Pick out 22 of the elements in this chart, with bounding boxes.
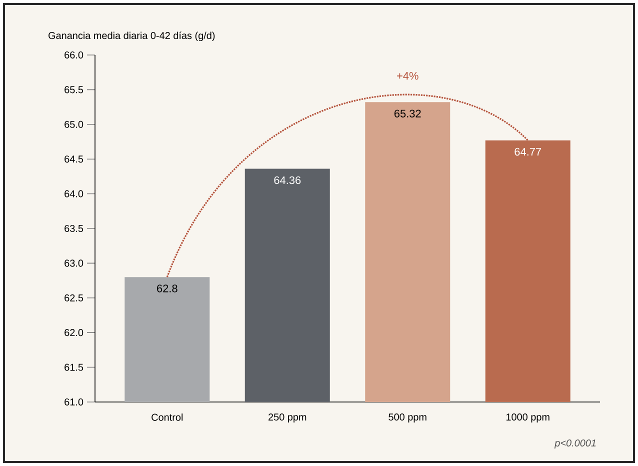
- y-tick-label: 61.5: [64, 364, 84, 371]
- y-tick-label: 63.0: [64, 260, 84, 267]
- y-tick-label: 66.0: [64, 51, 84, 59]
- data-label: 62.8: [157, 284, 178, 292]
- y-tick-label: 65.0: [64, 120, 84, 128]
- data-label: 64.36: [274, 176, 301, 184]
- y-tick-label: 63.5: [64, 224, 84, 232]
- x-tick-label: Control: [152, 414, 183, 421]
- text: p<0.0001: [554, 439, 596, 448]
- x-tick-label: 250 ppm: [268, 414, 306, 423]
- x-tick-label: 500 ppm: [388, 414, 426, 423]
- y-tick-label: 62.5: [64, 294, 84, 302]
- y-tick-label: 65.5: [64, 86, 84, 94]
- y-tick-label: 64.0: [64, 190, 84, 198]
- data-label: 65.32: [394, 110, 421, 118]
- y-axis-title: Ganancia media diaria 0-42 días (g/d): [48, 32, 215, 42]
- x-tick-label: 1000 ppm: [506, 414, 550, 423]
- data-label: 64.77: [514, 148, 542, 156]
- annotation: +4%: [397, 72, 418, 80]
- y-tick-label: 62.0: [64, 329, 84, 336]
- y-tick-label: 64.5: [64, 156, 84, 163]
- y-tick-label: 61.0: [64, 398, 84, 406]
